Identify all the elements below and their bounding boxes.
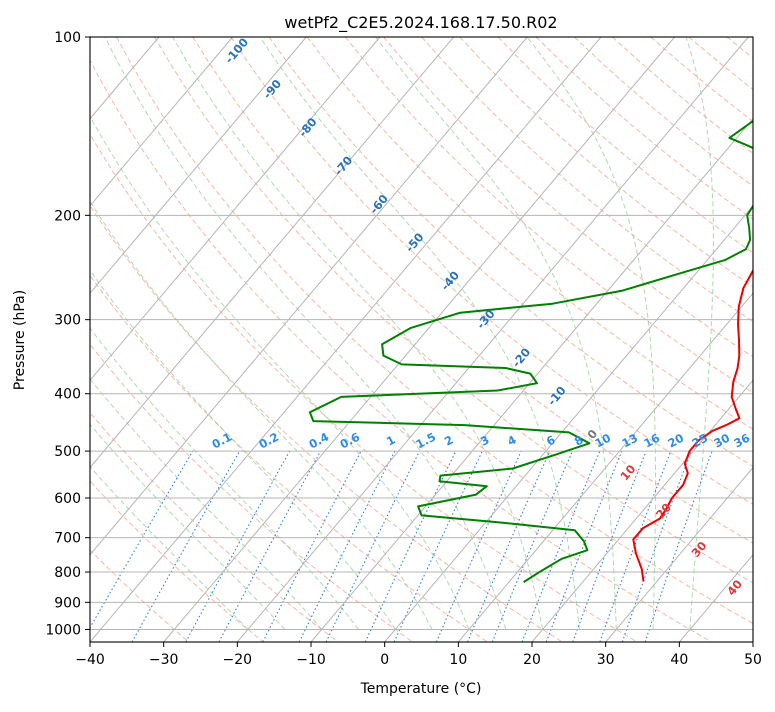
dry-adiabat-label: -20 — [509, 345, 533, 370]
x-tick-label: −10 — [296, 652, 326, 668]
dry-adiabat — [0, 37, 488, 642]
dry-adiabat — [0, 37, 189, 642]
dry-adiabat — [384, 37, 775, 642]
x-tick-label: 20 — [523, 652, 541, 668]
dry-adiabat-label: -90 — [260, 77, 284, 102]
isotherm — [164, 37, 675, 642]
y-tick-label: 100 — [54, 30, 81, 46]
dry-adiabat-label: 10 — [617, 462, 638, 483]
dry-adiabat — [651, 37, 775, 642]
x-tick-label: 0 — [380, 652, 389, 668]
mixing-ratio-label: 1 — [384, 432, 398, 448]
moist-adiabat — [0, 37, 248, 629]
mixing-ratio-line — [394, 451, 482, 642]
mixing-ratio-label: 0.1 — [209, 430, 234, 452]
mixing-ratio-label: 2 — [442, 432, 456, 448]
isotherm — [0, 37, 380, 642]
mixing-ratio-line — [492, 451, 572, 642]
isotherm — [0, 37, 306, 642]
y-tick-label: 300 — [54, 313, 81, 329]
isotherm — [16, 37, 527, 642]
mixing-ratio-line — [622, 451, 691, 642]
dry-adiabat — [0, 37, 413, 642]
x-tick-label: −40 — [75, 652, 105, 668]
mixing-ratio-label: 3 — [478, 432, 492, 448]
mixing-ratio-label: 1.5 — [413, 430, 438, 452]
mixing-ratio-label: 30 — [711, 431, 732, 451]
mixing-ratio-line — [219, 451, 320, 642]
x-axis: −40 −30 −20 −10 0 10 20 30 40 50 — [75, 642, 762, 668]
dry-adiabat — [765, 37, 775, 642]
moist-adiabat — [527, 37, 655, 629]
y-axis-label: Pressure (hPa) — [12, 290, 28, 390]
mixing-ratio-label: 16 — [641, 431, 662, 451]
mixing-ratio-label: 36 — [731, 431, 752, 451]
y-tick-label: 600 — [54, 491, 81, 507]
mixing-ratio-line — [186, 451, 290, 642]
y-tick-label: 900 — [54, 595, 81, 611]
mixing-ratio-label: 4 — [505, 432, 519, 448]
x-tick-label: −30 — [149, 652, 179, 668]
mixing-ratio-label: 0.2 — [256, 430, 281, 452]
moist-adiabat — [0, 37, 285, 629]
dry-adiabat — [0, 37, 338, 642]
moist-adiabat — [0, 37, 322, 629]
isotherm — [753, 37, 775, 642]
temperature-profile — [633, 37, 775, 582]
plot-frame — [90, 37, 753, 642]
y-axis: 100 200 300 400 500 600 700 800 900 1000 — [45, 30, 90, 638]
grid — [0, 37, 775, 642]
mixing-ratio-label: 6 — [544, 432, 558, 448]
x-tick-label: 50 — [744, 652, 762, 668]
dry-adiabat-label: -10 — [545, 383, 569, 408]
chart-title: wetPf2_C2E5.2024.168.17.50.R02 — [284, 13, 557, 33]
series-group — [310, 37, 775, 582]
y-tick-label: 200 — [54, 208, 81, 224]
dry-adiabat-label: 30 — [689, 539, 710, 560]
dry-adiabat-label: 20 — [653, 500, 674, 521]
y-tick-label: 500 — [54, 444, 81, 460]
y-tick-label: 800 — [54, 565, 81, 581]
dry-adiabat — [78, 37, 711, 642]
dry-adiabat — [117, 37, 775, 642]
dewpoint-profile — [310, 37, 775, 582]
y-tick-label: 400 — [54, 387, 81, 403]
dry-adiabat — [0, 37, 264, 642]
moist-adiabat — [51, 37, 469, 629]
x-tick-label: 10 — [449, 652, 467, 668]
dry-adiabat-label: -60 — [367, 192, 391, 217]
dry-adiabat-label: -50 — [402, 230, 426, 255]
isotherm — [385, 37, 775, 642]
y-tick-label: 1000 — [45, 622, 81, 638]
mixing-ratio-line — [436, 451, 521, 642]
dry-adiabat-label: 40 — [724, 577, 745, 598]
dry-adiabat-label: -100 — [222, 35, 251, 66]
dry-adiabat — [727, 37, 775, 642]
dry-adiabat-label: -80 — [296, 115, 320, 140]
isotherm — [0, 37, 12, 642]
y-tick-label: 700 — [54, 531, 81, 547]
x-tick-label: −20 — [223, 652, 253, 668]
mixing-ratio-line — [326, 451, 420, 642]
mixing-ratio-line — [365, 451, 456, 642]
x-axis-label: Temperature (°C) — [360, 681, 482, 697]
mixing-ratio-line — [82, 451, 193, 642]
dry-adiabat — [40, 37, 637, 642]
mixing-ratio-line — [468, 451, 550, 642]
x-tick-label: 30 — [597, 652, 615, 668]
mixing-ratio-label: 20 — [665, 431, 686, 451]
x-tick-label: 40 — [670, 652, 688, 668]
moist-adiabat — [376, 37, 617, 629]
moist-adiabat — [173, 37, 543, 629]
dry-adiabat-label: -40 — [438, 268, 462, 293]
